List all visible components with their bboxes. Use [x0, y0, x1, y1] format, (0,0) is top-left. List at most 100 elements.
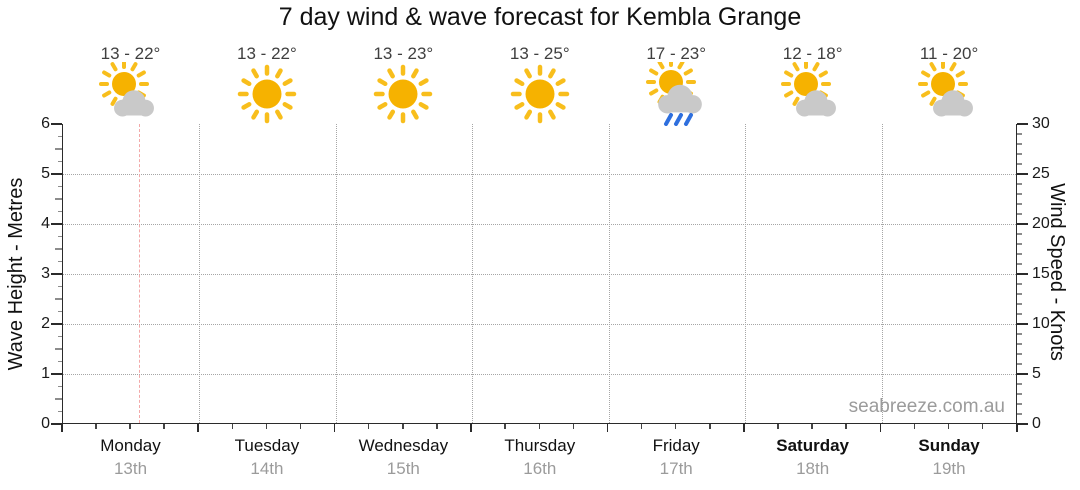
gridline-day-boundary — [881, 124, 883, 423]
left-axis-tick-label: 4 — [41, 215, 50, 232]
day-temperature-range: 13 - 25° — [509, 44, 570, 63]
bottom-axis-quarter-tick — [129, 424, 131, 429]
left-axis-tick-label: 2 — [41, 315, 50, 332]
left-axis-minor-tick — [58, 135, 62, 137]
bottom-axis-day-tick — [197, 424, 199, 432]
right-axis-minor-tick — [1017, 133, 1022, 135]
day-name-label: Friday — [652, 436, 700, 455]
bottom-axis-day-tick — [879, 424, 882, 432]
day-temperature-range: 11 - 20° — [919, 44, 979, 63]
day-temperature-range: 13 - 23° — [373, 44, 434, 63]
day-name-label: Wednesday — [358, 436, 449, 455]
bottom-axis-quarter-tick — [367, 424, 370, 429]
bottom-axis-day-tick — [606, 424, 609, 432]
bottom-axis-quarter-tick — [640, 424, 643, 429]
sun-cloud-rain-icon — [644, 57, 708, 126]
left-axis-minor-tick — [55, 348, 62, 350]
gridline-day-boundary — [199, 124, 201, 423]
gridline-day-boundary — [472, 124, 474, 423]
gridline-day-boundary — [608, 124, 610, 423]
chart-title: 7 day wind & wave forecast for Kembla Gr… — [278, 3, 802, 31]
bottom-axis-quarter-tick — [504, 424, 506, 429]
plot-area — [62, 124, 1017, 424]
bottom-axis-day-tick — [1016, 424, 1018, 432]
right-axis-minor-tick — [1017, 403, 1022, 405]
left-axis-tick-label: 6 — [41, 115, 50, 132]
bottom-axis-quarter-tick — [538, 424, 540, 429]
left-axis-minor-tick — [58, 235, 62, 237]
left-axis-minor-tick — [58, 160, 62, 162]
right-axis-tick-label: 5 — [1032, 365, 1041, 382]
left-axis-major-tick — [51, 273, 62, 275]
right-axis-tick-label: 0 — [1032, 415, 1041, 432]
day-name-label: Sunday — [918, 436, 980, 455]
right-axis-minor-tick — [1017, 313, 1022, 315]
right-axis-minor-tick — [1017, 163, 1022, 165]
right-axis-major-tick — [1017, 223, 1028, 225]
day-temperature-range: 17 - 23° — [646, 44, 707, 63]
right-axis-minor-tick — [1017, 333, 1022, 335]
bottom-axis-day-tick — [470, 424, 472, 432]
sun-cloud-icon — [917, 59, 981, 126]
bottom-axis-quarter-tick — [777, 424, 779, 429]
left-axis-minor-tick — [58, 385, 62, 387]
gridline-horizontal — [63, 324, 1016, 325]
gridline-day-boundary — [745, 124, 747, 423]
day-temperature-range: 13 - 22° — [237, 44, 297, 63]
day-name-label: Saturday — [776, 436, 850, 455]
left-axis-major-tick — [51, 423, 62, 425]
sun-cloud-icon — [98, 59, 162, 126]
sunny-icon — [235, 62, 299, 126]
right-axis-minor-tick — [1017, 183, 1022, 185]
left-axis-minor-tick — [55, 298, 62, 300]
bottom-axis-day-tick — [61, 424, 63, 432]
day-date-label: 19th — [932, 459, 966, 478]
right-axis-minor-tick — [1017, 383, 1022, 385]
bottom-axis-quarter-tick — [95, 424, 97, 429]
bottom-axis-quarter-tick — [709, 424, 711, 429]
right-axis-minor-tick — [1017, 153, 1022, 155]
bottom-axis-quarter-tick — [299, 424, 302, 429]
sunny-icon — [371, 62, 435, 126]
left-axis-minor-tick — [58, 285, 62, 287]
bottom-axis-quarter-tick — [436, 424, 438, 429]
right-axis-tick-label: 30 — [1032, 115, 1050, 132]
bottom-axis-quarter-tick — [811, 424, 813, 429]
gridline-horizontal — [63, 174, 1016, 175]
bottom-axis-quarter-tick — [981, 424, 984, 429]
right-axis-minor-tick — [1017, 293, 1022, 295]
right-axis-minor-tick — [1017, 303, 1022, 305]
right-axis-minor-tick — [1017, 213, 1022, 215]
right-axis-tick-label: 25 — [1032, 165, 1050, 182]
bottom-axis-quarter-tick — [402, 424, 404, 429]
right-axis-minor-tick — [1017, 243, 1022, 245]
left-axis-minor-tick — [58, 410, 62, 412]
left-axis-minor-tick — [58, 335, 62, 337]
day-date-label: 15th — [386, 459, 420, 478]
right-axis-major-tick — [1017, 423, 1028, 425]
right-axis-minor-tick — [1017, 353, 1022, 355]
right-axis-minor-tick — [1017, 233, 1022, 235]
left-axis-major-tick — [51, 373, 62, 375]
right-axis-tick-label: 10 — [1032, 315, 1050, 332]
day-date-label: 13th — [113, 459, 148, 478]
day-date-label: 18th — [796, 459, 830, 478]
bottom-axis-quarter-tick — [947, 424, 950, 429]
right-axis-major-tick — [1017, 373, 1028, 375]
bottom-axis-day-tick — [333, 424, 336, 432]
gridline-horizontal — [63, 374, 1016, 375]
left-axis-minor-tick — [55, 248, 62, 250]
right-axis-minor-tick — [1017, 253, 1022, 255]
day-date-label: 17th — [659, 459, 693, 478]
bottom-axis-quarter-tick — [265, 424, 268, 429]
day-name-label: Tuesday — [234, 436, 300, 455]
bottom-axis-quarter-tick — [572, 424, 575, 429]
left-axis-minor-tick — [55, 398, 62, 400]
left-axis-minor-tick — [58, 210, 62, 212]
day-name-label: Monday — [100, 436, 161, 455]
bottom-axis-quarter-tick — [231, 424, 234, 429]
right-axis-major-tick — [1017, 123, 1028, 125]
day-name-label: Thursday — [504, 436, 576, 455]
right-axis-major-tick — [1017, 273, 1028, 275]
left-axis-major-tick — [51, 173, 62, 175]
